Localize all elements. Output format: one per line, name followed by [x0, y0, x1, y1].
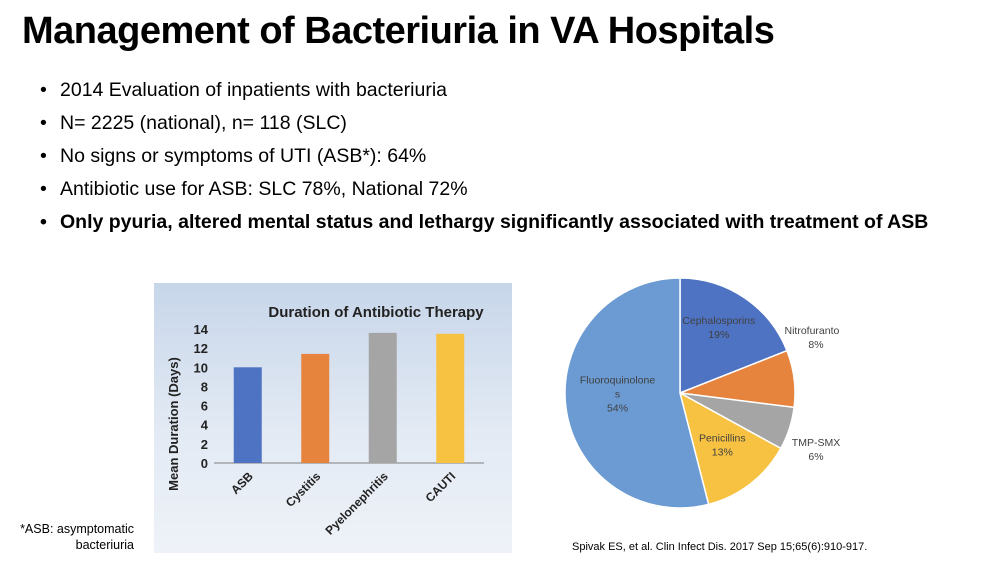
pie-chart-panel: Cephalosporins 19% Nitrofurantoin 8% TMP-SMX…: [560, 276, 848, 516]
bullet-text: Antibiotic use for ASB: SLC 78%, Nationa…: [60, 178, 468, 200]
bar: [233, 367, 262, 463]
pie-slice-label: s: [615, 389, 620, 401]
pie-slice-label: Penicillins: [699, 433, 746, 445]
bullet-item: • 2014 Evaluation of inpatients with bact…: [40, 78, 980, 102]
slide-title: Management of Bacteriuria in VA Hospital…: [22, 10, 775, 52]
footnote-line: *ASB: asymptomatic: [20, 522, 134, 536]
citation: Spivak ES, et al. Clin Infect Dis. 2017 …: [572, 541, 868, 553]
bullet-marker: •: [40, 145, 47, 167]
bullet-item: • Antibiotic use for ASB: SLC 78%, Nation…: [40, 177, 980, 201]
pie-slice-value: 8%: [808, 339, 823, 351]
bullet-text: N= 2225 (national), n= 118 (SLC): [60, 112, 347, 134]
pie-slice-value: 19%: [708, 329, 729, 341]
pie-slice-value: 6%: [808, 451, 823, 463]
bullet-marker: •: [40, 112, 47, 134]
bar-chart-panel: Duration of Antibiotic Therapy Mean Durat…: [154, 283, 512, 553]
pie-chart: Cephalosporins 19% Nitrofurantoin 8% TMP-SMX…: [564, 277, 848, 509]
y-tick-label: 8: [201, 379, 208, 394]
pie-slice: [678, 391, 782, 506]
bullet-item: • N= 2225 (national), n= 118 (SLC): [40, 111, 980, 135]
bullet-text: 2014 Evaluation of inpatients with bacte…: [60, 79, 447, 101]
bullet-item-bold: • Only pyuria, altered mental status and …: [40, 210, 980, 234]
bar-chart: Duration of Antibiotic Therapy Mean Durat…: [166, 304, 484, 538]
x-tick-label: Cystitis: [283, 469, 324, 510]
pie-slice: [679, 277, 788, 395]
bar: [436, 333, 465, 463]
y-axis-label: Mean Duration (Days): [166, 357, 181, 491]
bar-chart-title: Duration of Antibiotic Therapy: [268, 304, 484, 321]
bullet-text: Only pyuria, altered mental status and l…: [60, 211, 929, 233]
x-tick-label: ASB: [228, 469, 256, 497]
bullet-item: • No signs or symptoms of UTI (ASB*): 64%: [40, 144, 980, 168]
pie-slice-value: 13%: [712, 447, 733, 459]
pie-slice-label: Cephalosporins: [682, 315, 755, 327]
x-tick-label: CAUTI: [423, 469, 459, 505]
pie-slice-label: Nitrofurantoin: [784, 325, 840, 337]
bar: [301, 353, 330, 463]
bullet-marker: •: [40, 79, 47, 101]
y-tick-label: 10: [194, 360, 208, 375]
pie-slice: [564, 277, 710, 509]
bullet-text: No signs or symptoms of UTI (ASB*): 64%: [60, 145, 427, 167]
y-tick-label: 12: [194, 341, 208, 356]
x-tick-label: Pyelonephritis: [323, 469, 392, 538]
bullet-list: • 2014 Evaluation of inpatients with bact…: [40, 78, 980, 243]
pie-slice-label: TMP-SMX: [792, 437, 840, 449]
footnote-line: bacteriuria: [75, 538, 134, 552]
pie-slice-label: Fluoroquinolone: [580, 375, 655, 387]
y-tick-label: 0: [201, 456, 208, 471]
footnote: *ASB: asymptomatic bacteriuria: [14, 521, 134, 553]
y-tick-label: 6: [201, 399, 208, 414]
bullet-marker: •: [40, 211, 47, 233]
y-tick-label: 4: [201, 418, 209, 433]
y-tick-label: 14: [194, 322, 209, 337]
pie-slice-value: 54%: [607, 403, 628, 415]
bar: [368, 332, 397, 463]
bullet-marker: •: [40, 178, 47, 200]
y-tick-label: 2: [201, 437, 208, 452]
